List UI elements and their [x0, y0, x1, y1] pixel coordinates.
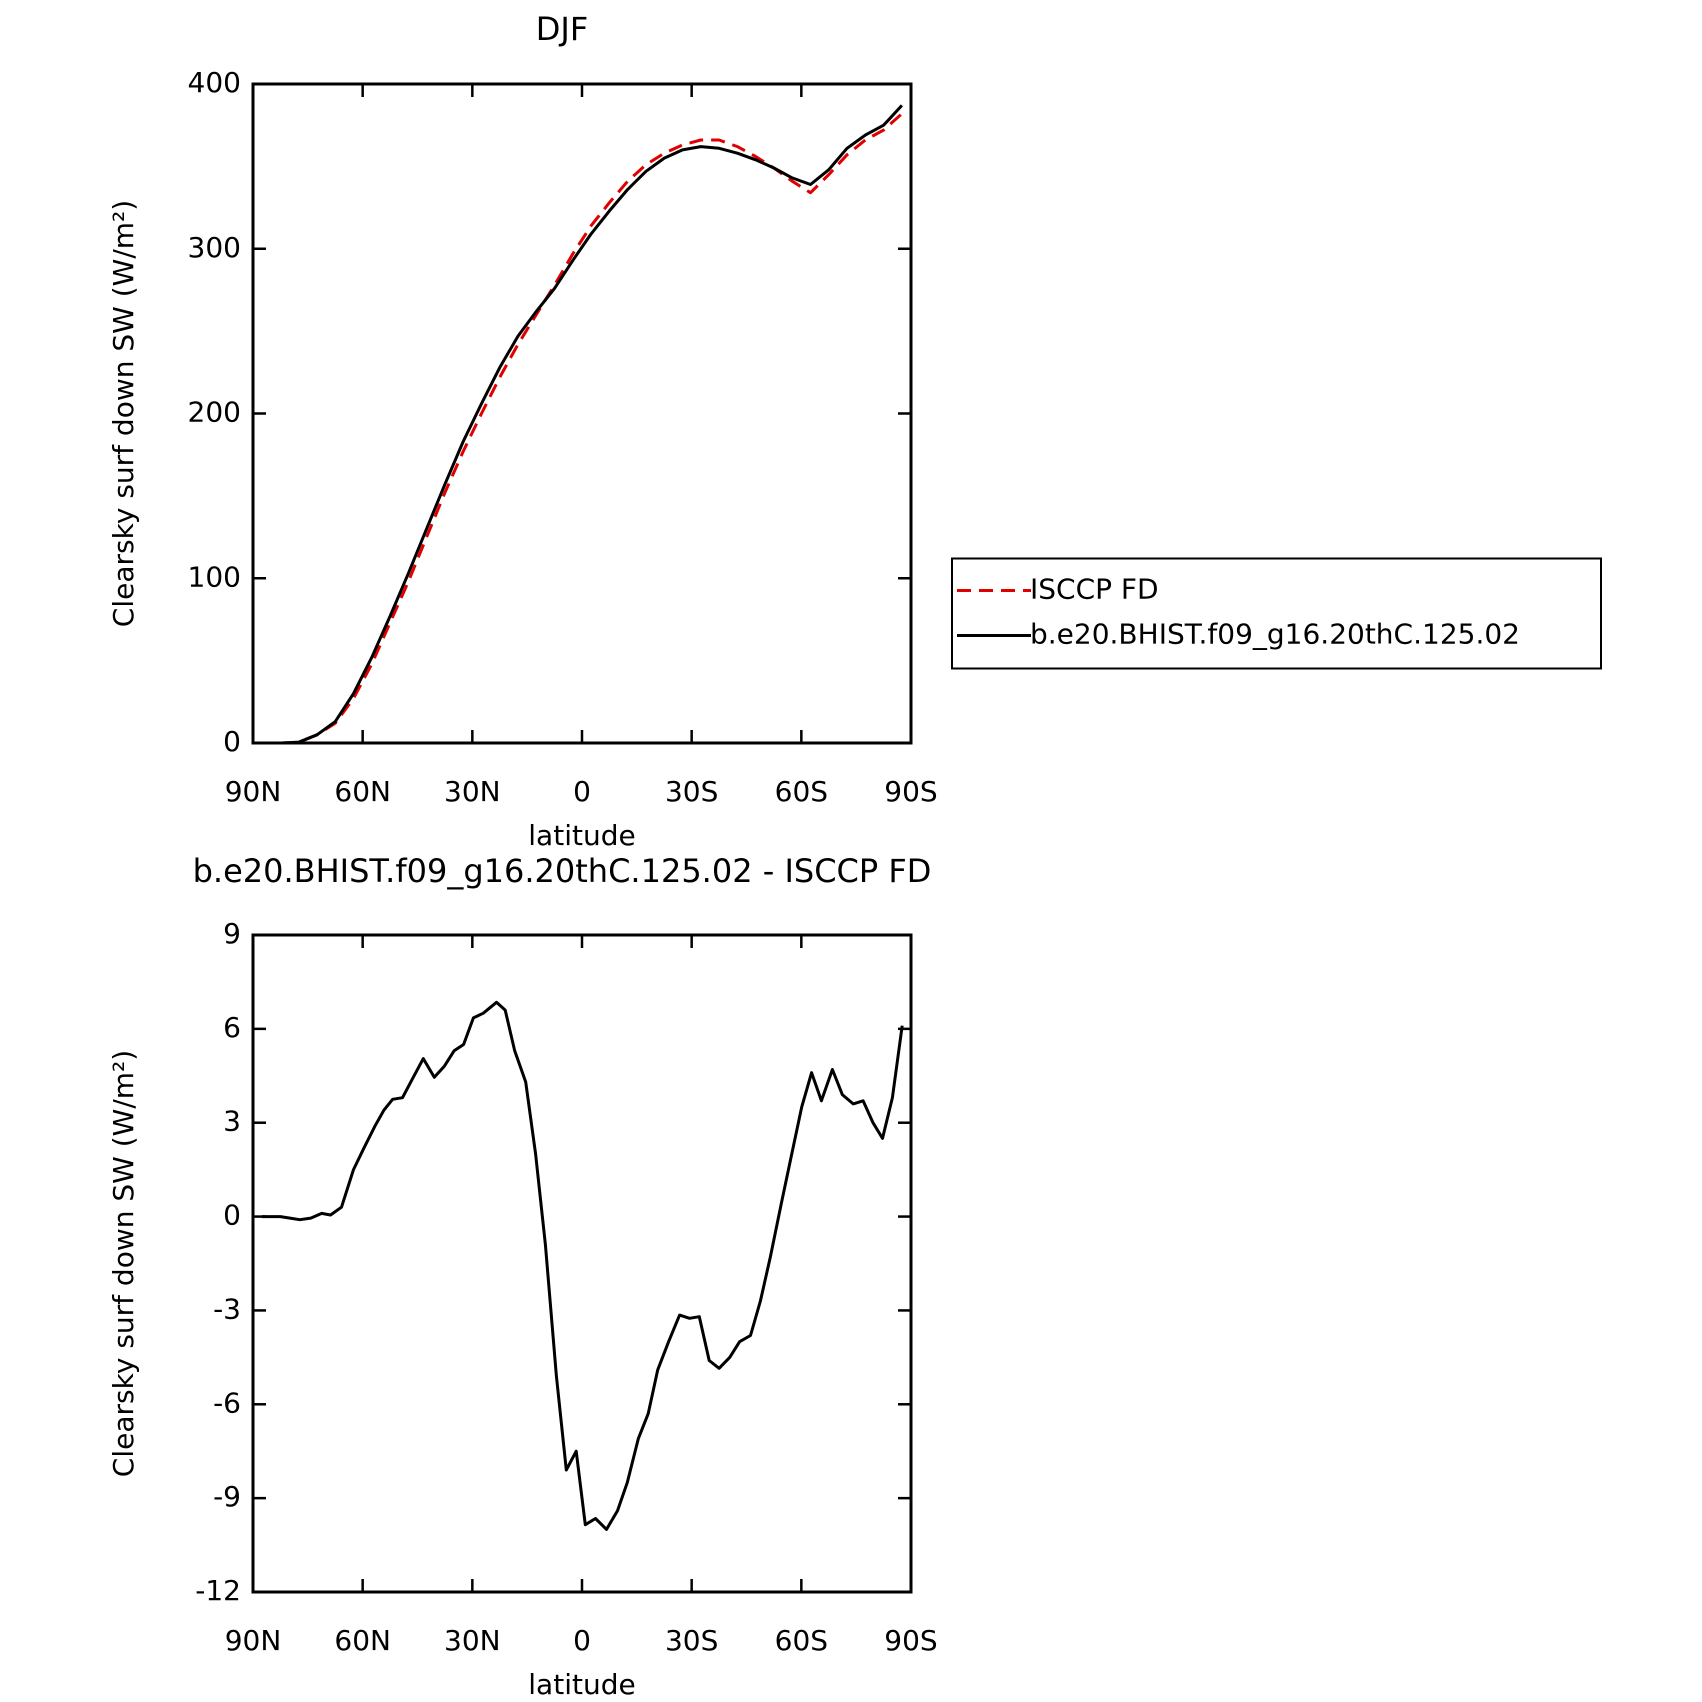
- data-line: [261, 1000, 904, 1531]
- y-tick-label: -6: [213, 1386, 241, 1419]
- x-tick-label: 60N: [334, 775, 391, 808]
- y-tick-label: 9: [223, 917, 241, 950]
- y-tick-label: 3: [223, 1105, 241, 1138]
- y-tick-label: 0: [223, 1199, 241, 1232]
- legend-label: ISCCP FD: [1030, 573, 1159, 606]
- data-line: [262, 112, 903, 745]
- x-tick-label: 60S: [775, 775, 828, 808]
- panel: DJF 0 100 200 300 400 90N 60N 30N 0 30S 60S 90S latit…: [107, 10, 1602, 852]
- y-tick-label: -9: [213, 1480, 241, 1513]
- x-tick-label: 90N: [225, 1624, 282, 1657]
- y-axis-label: Clearsky surf down SW (W/m²): [107, 1050, 140, 1477]
- y-tick-label: 0: [223, 725, 241, 758]
- x-axis-label: latitude: [528, 819, 635, 852]
- chart-title: b.e20.BHIST.f09_g16.20thC.125.02 - ISCCP…: [193, 852, 932, 890]
- x-tick-label: 90S: [884, 775, 937, 808]
- x-tick-label: 30N: [444, 775, 501, 808]
- x-tick-label: 0: [573, 1624, 591, 1657]
- x-tick-label: 30S: [665, 775, 718, 808]
- y-tick-label: -3: [213, 1292, 241, 1325]
- x-tick-label: 60N: [334, 1624, 391, 1657]
- y-tick-label: 400: [188, 66, 241, 99]
- y-tick-label: 200: [188, 396, 241, 429]
- x-tick-label: 30S: [665, 1624, 718, 1657]
- legend-box: [951, 557, 1602, 670]
- y-tick-label: 6: [223, 1011, 241, 1044]
- chart-title: DJF: [536, 10, 588, 48]
- x-tick-label: 30N: [444, 1624, 501, 1657]
- panel: b.e20.BHIST.f09_g16.20thC.125.02 - ISCCP…: [107, 852, 938, 1701]
- y-axis-label: Clearsky surf down SW (W/m²): [107, 200, 140, 627]
- x-tick-label: 0: [573, 775, 591, 808]
- y-tick-label: 100: [188, 560, 241, 593]
- x-tick-label: 90S: [884, 1624, 937, 1657]
- y-tick-label: 300: [188, 231, 241, 264]
- y-tick-label: -12: [195, 1574, 241, 1607]
- data-line: [262, 104, 904, 745]
- legend-label: b.e20.BHIST.f09_g16.20thC.125.02: [1030, 618, 1520, 651]
- x-tick-label: 90N: [225, 775, 282, 808]
- x-tick-label: 60S: [775, 1624, 828, 1657]
- x-axis-label: latitude: [528, 1668, 635, 1701]
